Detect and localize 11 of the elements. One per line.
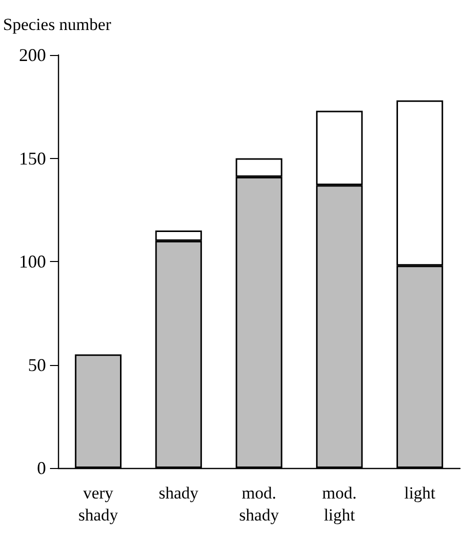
x-tick-label: mod. light bbox=[322, 484, 357, 524]
y-tick-label: 50 bbox=[28, 354, 46, 375]
x-tick-label: light bbox=[404, 484, 436, 502]
y-tick-label: 100 bbox=[19, 252, 46, 272]
y-tick-label: 200 bbox=[19, 45, 46, 65]
y-tick-label: 150 bbox=[19, 148, 46, 168]
y-axis-title: Species number bbox=[3, 15, 112, 34]
x-tick-label: shady bbox=[158, 484, 199, 502]
y-tick-label: 0 bbox=[37, 458, 46, 478]
x-tick-label: very shady bbox=[78, 484, 119, 524]
x-tick-label: mod. shady bbox=[239, 484, 280, 524]
